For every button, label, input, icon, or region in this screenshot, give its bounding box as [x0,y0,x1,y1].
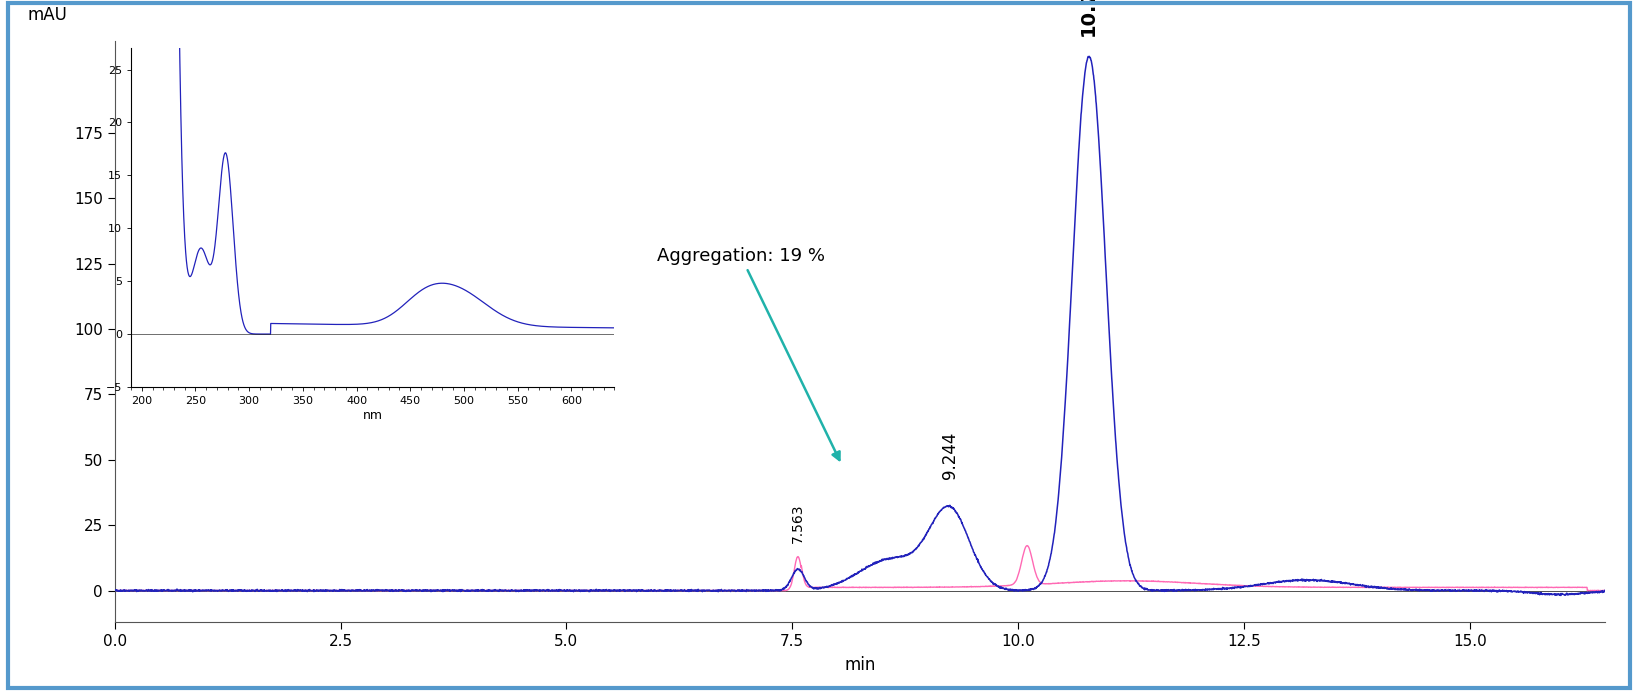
Text: 7.563: 7.563 [791,503,804,542]
Text: Aggregation: 19 %: Aggregation: 19 % [657,247,840,460]
Y-axis label: mAU: mAU [28,6,67,24]
Text: 9.244: 9.244 [940,432,958,479]
X-axis label: nm: nm [362,409,383,422]
X-axis label: min: min [844,656,876,674]
Text: 10.780: 10.780 [1079,0,1097,37]
